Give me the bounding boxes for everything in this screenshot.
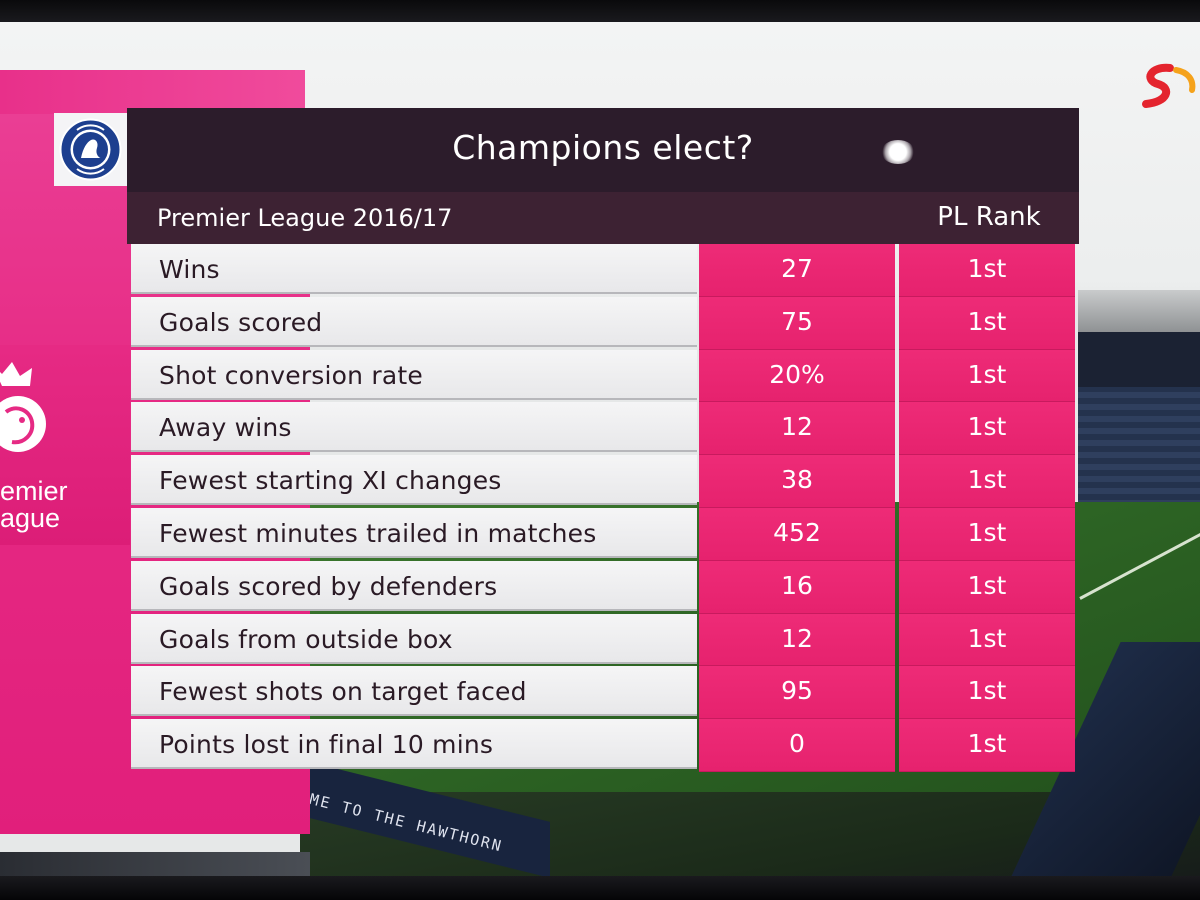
stat-rank-cell: 1st	[899, 613, 1075, 667]
stat-rank: 1st	[967, 517, 1007, 547]
stat-value: 75	[781, 306, 813, 336]
stat-label: Points lost in final 10 mins	[159, 730, 494, 760]
stats-graphic: Champions elect? Premier League 2016/17 …	[127, 108, 1079, 772]
premier-league-lion-icon	[0, 362, 46, 452]
stat-rank: 1st	[967, 623, 1007, 653]
supersport-logo-icon	[1142, 63, 1196, 108]
stadium-roof	[1078, 290, 1200, 332]
stat-value-cell: 75	[699, 296, 895, 350]
stat-label-cell: Goals scored	[131, 296, 697, 347]
stat-value: 38	[781, 465, 813, 495]
subheader-bar: Premier League 2016/17 PL Rank	[127, 192, 1079, 244]
stat-value-cell: 20%	[699, 349, 895, 403]
stat-row: Fewest minutes trailed in matches 452 1s…	[127, 507, 1079, 561]
stats-table: Wins 27 1st Goals scored 75 1st Shot con…	[127, 244, 1079, 772]
stat-rank-cell: 1st	[899, 402, 1075, 456]
stat-rank-cell: 1st	[899, 719, 1075, 772]
stat-label-cell: Shot conversion rate	[131, 349, 697, 400]
stat-rank: 1st	[967, 306, 1007, 336]
stat-row: Wins 27 1st	[127, 244, 1079, 297]
stat-label-cell: Goals from outside box	[131, 613, 697, 664]
stat-row: Goals scored 75 1st	[127, 296, 1079, 350]
stat-value: 16	[781, 570, 813, 600]
stat-row: Points lost in final 10 mins 0 1st	[127, 719, 1079, 772]
stat-label-cell: Fewest shots on target faced	[131, 666, 697, 717]
dugout-area	[0, 852, 310, 880]
stat-rank: 1st	[967, 412, 1007, 442]
stat-row: Fewest starting XI changes 38 1st	[127, 455, 1079, 508]
league-wordmark-line1: emier	[0, 476, 68, 506]
stat-value-cell: 16	[699, 560, 895, 614]
stat-row: Goals from outside box 12 1st	[127, 613, 1079, 667]
stat-rank-cell: 1st	[899, 296, 1075, 350]
stat-rank-cell: 1st	[899, 349, 1075, 403]
stat-label: Away wins	[159, 413, 292, 443]
stat-label: Fewest minutes trailed in matches	[159, 518, 597, 548]
chelsea-crest-icon	[59, 118, 122, 181]
stat-rank-cell: 1st	[899, 560, 1075, 614]
screen-glare	[881, 140, 915, 164]
stat-value-cell: 12	[699, 613, 895, 667]
stat-value: 27	[781, 254, 813, 283]
graphic-title: Champions elect?	[452, 128, 754, 167]
stat-value: 95	[781, 676, 813, 706]
stat-label: Fewest shots on target faced	[159, 677, 527, 707]
stat-rank: 1st	[967, 676, 1007, 706]
stat-rank: 1st	[967, 359, 1007, 389]
stat-rank: 1st	[967, 729, 1007, 759]
stat-row: Shot conversion rate 20% 1st	[127, 349, 1079, 403]
stat-label: Shot conversion rate	[159, 360, 423, 390]
tv-bezel-bottom	[0, 876, 1200, 900]
stat-label-cell: Fewest minutes trailed in matches	[131, 507, 697, 558]
stat-value-cell: 27	[699, 244, 895, 297]
stat-rank-cell: 1st	[899, 507, 1075, 561]
rank-column-header: PL Rank	[937, 202, 1041, 232]
side-panel-top	[0, 70, 305, 114]
stat-value-cell: 95	[699, 666, 895, 720]
stat-value-cell: 38	[699, 455, 895, 508]
league-wordmark-line2: ague	[0, 503, 61, 533]
stat-row: Goals scored by defenders 16 1st	[127, 560, 1079, 614]
stat-rank-cell: 1st	[899, 666, 1075, 720]
stadium-stand-shadow	[1078, 332, 1200, 387]
stat-label-cell: Fewest starting XI changes	[131, 455, 697, 506]
stat-label: Goals scored by defenders	[159, 571, 498, 601]
stat-label: Goals scored	[159, 307, 323, 337]
stat-rank: 1st	[967, 570, 1007, 600]
stat-label-cell: Goals scored by defenders	[131, 560, 697, 611]
stat-value-cell: 452	[699, 507, 895, 561]
stat-rank-cell: 1st	[899, 455, 1075, 508]
stat-value: 0	[789, 729, 805, 759]
stat-value: 452	[773, 517, 821, 547]
stat-rank: 1st	[967, 254, 1007, 283]
stat-label: Wins	[159, 255, 220, 284]
stat-value-cell: 0	[699, 719, 895, 772]
competition-label: Premier League 2016/17	[157, 204, 453, 232]
stat-row: Away wins 12 1st	[127, 402, 1079, 456]
stat-rank: 1st	[967, 465, 1007, 495]
stat-label-cell: Points lost in final 10 mins	[131, 719, 697, 770]
stat-label-cell: Away wins	[131, 402, 697, 453]
stat-label: Goals from outside box	[159, 624, 453, 654]
stat-value: 20%	[769, 359, 825, 389]
stat-value: 12	[781, 623, 813, 653]
stat-label: Fewest starting XI changes	[159, 466, 502, 496]
stat-value: 12	[781, 412, 813, 442]
stat-rank-cell: 1st	[899, 244, 1075, 297]
tv-bezel-top	[0, 0, 1200, 24]
stat-label-cell: Wins	[131, 244, 697, 294]
stat-row: Fewest shots on target faced 95 1st	[127, 666, 1079, 720]
stat-value-cell: 12	[699, 402, 895, 456]
title-bar: Champions elect?	[127, 108, 1079, 192]
